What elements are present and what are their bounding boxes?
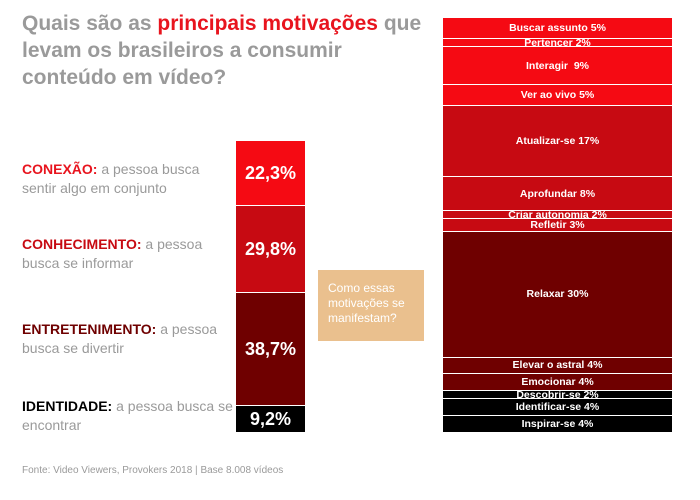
segment-identificar-se: Identificar-se 4% [443,399,672,417]
bar-segment-identidade: 9,2% [236,406,305,433]
segment-relaxar: Relaxar 30% [443,231,672,358]
segment-label: Inspirar-se 4% [521,418,594,431]
segment-emocionar: Emocionar 4% [443,374,672,392]
segment-refletir: Refletir 3% [443,219,672,232]
segment-label: Relaxar 30% [526,288,589,301]
segment-inspirar-se: Inspirar-se 4% [443,416,672,433]
source-footer: Fonte: Video Viewers, Provokers 2018 | B… [22,465,284,476]
callout-box: Como essas motivações se manifestam? [318,270,424,341]
segment-elevar-o-astral: Elevar o astral 4% [443,357,672,375]
segment-label: Aprofundar 8% [519,187,596,200]
category-description: a pessoa busca se encontrar [22,398,233,433]
category-stacked-bar: 22,3% 29,8% 38,7% 9,2% [236,141,305,433]
title-part-2: que levam os brasileiros a consumir cont… [22,12,422,89]
category-description: a pessoa busca se divertir [22,321,218,356]
segment-descobrir-se: Descobrir-se 2% [443,391,672,400]
category-name: CONHECIMENTO: [22,236,142,252]
segment-criar-autonomia: Criar autonomia 2% [443,210,672,220]
bar-segment-conexão: 22,3% [236,141,305,207]
segment-label: Elevar o astral 4% [512,359,603,372]
bar-value-label: 9,2% [249,408,292,429]
bar-value-label: 38,7% [244,338,297,359]
segment-ver-ao-vivo: Ver ao vivo 5% [443,85,672,107]
chart-title: Quais são as principais motivações que l… [22,10,422,91]
bar-segment-conhecimento: 29,8% [236,206,305,294]
bar-segment-entretenimento: 38,7% [236,293,305,407]
category-description: a pessoa busca sentir algo em conjunto [22,161,200,196]
segment-pertencer: Pertencer 2% [443,38,672,48]
segment-atualizar-se: Atualizar-se 17% [443,106,672,178]
segment-buscar-assunto: Buscar assunto 5% [443,18,672,39]
segment-label: Refletir 3% [530,219,585,231]
segment-label: Ver ao vivo 5% [520,89,595,102]
category-name: ENTRETENIMENTO: [22,321,157,337]
segment-label: Pertencer 2% [524,38,591,48]
bar-value-label: 29,8% [244,238,297,259]
segment-label: Emocionar 4% [521,376,594,389]
category-name: IDENTIDADE: [22,398,113,414]
label-entretenimento: ENTRETENIMENTO: a pessoa busca se divert… [22,320,237,358]
label-conexao: CONEXÃO: a pessoa busca sentir algo em c… [22,160,237,198]
segment-label: Interagir 9% [525,59,590,72]
segment-label: Criar autonomia 2% [508,210,607,220]
category-name: CONEXÃO: [22,161,98,177]
category-description: a pessoa busca se informar [22,236,203,271]
segment-aprofundar: Aprofundar 8% [443,177,672,211]
segment-label: Identificar-se 4% [515,401,600,414]
motivation-stacked-bar: Buscar assunto 5% Pertencer 2% Interagir 9… [443,18,672,433]
segment-label: Atualizar-se 17% [515,135,600,148]
label-identidade: IDENTIDADE: a pessoa busca se encontrar [22,397,237,435]
segment-label: Descobrir-se 2% [516,391,599,400]
title-highlight: principais motivações [157,12,378,35]
segment-label: Buscar assunto 5% [509,21,606,34]
bar-value-label: 22,3% [244,162,297,183]
callout-text: Como essas motivações se manifestam? [328,281,405,325]
segment-interagir: Interagir 9% [443,47,672,86]
label-conhecimento: CONHECIMENTO: a pessoa busca se informar [22,235,237,273]
title-part-1: Quais são as [22,12,158,35]
